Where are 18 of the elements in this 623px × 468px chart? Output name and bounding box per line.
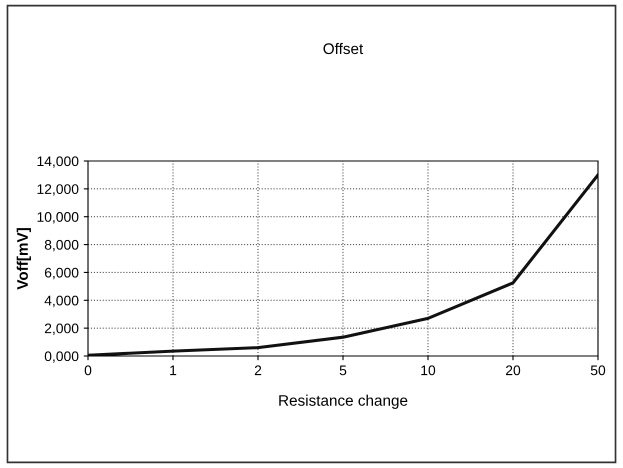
y-tick-label: 8,000 [44, 240, 78, 252]
x-axis-title: Resistance change [279, 394, 408, 409]
x-tick-label: 20 [506, 365, 520, 376]
x-tick-label: 10 [421, 365, 436, 376]
chart-title: Offset [323, 42, 364, 54]
y-tick-label: 14,000 [38, 156, 78, 168]
y-tick-label: 6,000 [44, 268, 78, 280]
y-tick-label: 4,000 [44, 296, 78, 308]
x-tick-label: 2 [254, 365, 262, 376]
x-tick-label: 0 [84, 365, 92, 376]
y-tick-label: 12,000 [38, 184, 78, 196]
x-tick-label: 1 [170, 366, 176, 376]
x-tick-label: 5 [340, 366, 346, 376]
y-axis-title: Voff[mV] [16, 228, 31, 290]
y-tick-label: 10,000 [38, 212, 78, 224]
y-tick-label: 2,000 [44, 323, 78, 335]
y-tick-label: 0,000 [44, 351, 78, 363]
x-tick-label: 50 [590, 365, 606, 376]
